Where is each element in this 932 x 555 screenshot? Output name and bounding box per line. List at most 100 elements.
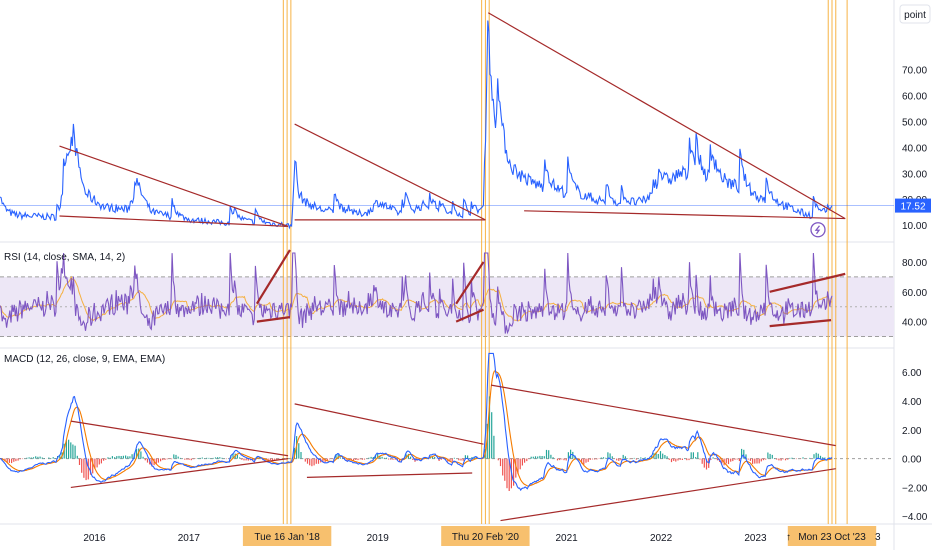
- macd-histogram-bar: [625, 456, 626, 458]
- macd-histogram-bar: [132, 454, 133, 458]
- macd-histogram-bar: [537, 457, 538, 459]
- macd-histogram-bar: [121, 456, 122, 459]
- trendline[interactable]: [295, 404, 484, 444]
- macd-histogram-bar: [816, 453, 817, 459]
- macd-histogram-bar: [546, 450, 547, 459]
- macd-histogram-bar: [167, 459, 168, 460]
- scale-mode-label[interactable]: point: [904, 10, 926, 21]
- macd-histogram-bar: [241, 459, 242, 460]
- macd-histogram-bar: [791, 458, 792, 459]
- macd-histogram-bar: [756, 459, 757, 464]
- macd-histogram-bar: [789, 458, 790, 459]
- macd-histogram-bar: [491, 412, 492, 458]
- lightning-alert-icon[interactable]: [811, 223, 825, 237]
- macd-histogram-bar: [783, 459, 784, 460]
- macd-histogram-bar: [355, 459, 356, 460]
- trendline[interactable]: [501, 469, 836, 521]
- macd-histogram-bar: [636, 459, 637, 460]
- macd-histogram-bar: [70, 442, 71, 458]
- macd-histogram-bar: [88, 459, 89, 480]
- macd-histogram-bar: [671, 459, 672, 463]
- trendline[interactable]: [59, 216, 288, 226]
- macd-histogram-bar: [583, 459, 584, 465]
- macd-histogram-bar: [314, 459, 315, 466]
- macd-histogram-bar: [392, 459, 393, 460]
- macd-histogram-bar: [357, 459, 358, 461]
- macd-histogram-bar: [386, 458, 387, 459]
- macd-histogram-bar: [730, 459, 731, 462]
- macd-histogram-bar: [662, 454, 663, 459]
- macd-histogram-bar: [311, 459, 312, 467]
- trendline[interactable]: [307, 473, 472, 477]
- macd-histogram-bar: [728, 459, 729, 465]
- macd-histogram-bar: [770, 454, 771, 459]
- macd-histogram-bar: [412, 459, 413, 460]
- macd-histogram-bar: [99, 459, 100, 465]
- macd-histogram-bar: [219, 457, 220, 458]
- macd-histogram-bar: [191, 459, 192, 461]
- macd-histogram-bar: [454, 458, 455, 459]
- trendline[interactable]: [71, 421, 288, 456]
- macd-histogram-bar: [79, 459, 80, 465]
- macd-histogram-bar: [81, 459, 82, 473]
- price-axis-tick-label: 40.00: [902, 143, 927, 154]
- macd-histogram-bar: [410, 457, 411, 459]
- macd-histogram-bar: [493, 436, 494, 459]
- price-axis-tick-label: 50.00: [902, 118, 927, 129]
- macd-histogram-bar: [206, 458, 207, 459]
- macd-histogram-bar: [691, 452, 692, 458]
- macd-title: MACD (12, 26, close, 9, EMA, EMA): [4, 354, 165, 365]
- time-axis-tick-label: 2021: [556, 533, 579, 544]
- macd-histogram-bar: [33, 457, 34, 458]
- macd-histogram-bar: [500, 459, 501, 467]
- macd-histogram-bar: [754, 459, 755, 464]
- macd-histogram-bar: [566, 459, 567, 461]
- macd-histogram-bar: [763, 459, 764, 461]
- date-tag-label: Tue 16 Jan '18: [254, 532, 320, 543]
- macd-histogram-bar: [147, 459, 148, 463]
- macd-histogram-bar: [498, 459, 499, 461]
- time-axis-edge-arrow: ↑: [786, 532, 791, 543]
- macd-histogram-bar: [667, 456, 668, 458]
- macd-histogram-bar: [522, 459, 523, 466]
- macd-histogram-bar: [83, 459, 84, 478]
- macd-histogram-bar: [594, 459, 595, 460]
- macd-histogram-bar: [243, 459, 244, 461]
- macd-histogram-bar: [160, 459, 161, 462]
- macd-histogram-bar: [563, 459, 564, 461]
- macd-histogram-bar: [559, 459, 560, 461]
- macd-histogram-bar: [441, 459, 442, 460]
- macd-axis-tick-label: 2.00: [902, 426, 922, 437]
- macd-histogram-bar: [114, 457, 115, 458]
- macd-histogram-bar: [340, 458, 341, 459]
- macd-histogram-bar: [460, 459, 461, 461]
- macd-axis-tick-label: 4.00: [902, 397, 922, 408]
- macd-histogram-bar: [29, 457, 30, 458]
- macd-histogram-bar: [634, 458, 635, 459]
- macd-histogram-bar: [68, 440, 69, 459]
- macd-histogram-bar: [732, 459, 733, 462]
- macd-histogram-bar: [592, 459, 593, 460]
- macd-histogram-bar: [364, 459, 365, 460]
- trendline-drawings[interactable]: [59, 13, 845, 521]
- macd-histogram-bar: [603, 457, 604, 458]
- macd-histogram-bar: [796, 459, 797, 460]
- trendline[interactable]: [59, 146, 288, 226]
- macd-histogram-bar: [673, 459, 674, 461]
- macd-histogram-bar: [180, 458, 181, 459]
- macd-histogram-bar: [13, 459, 14, 462]
- rsi-title: RSI (14, close, SMA, 14, 2): [4, 252, 125, 263]
- macd-histogram-bar: [211, 458, 212, 459]
- trendline[interactable]: [491, 385, 836, 446]
- macd-histogram-bar: [550, 455, 551, 459]
- price-series-line: [0, 21, 832, 228]
- macd-histogram-bar: [143, 457, 144, 459]
- macd-histogram-bar: [557, 459, 558, 461]
- macd-histogram-bar: [270, 459, 271, 461]
- time-axis-tick-label: 2016: [83, 533, 106, 544]
- macd-histogram-bar: [585, 459, 586, 463]
- time-axis-edge-digit: 3: [875, 532, 881, 543]
- macd-histogram-bar: [822, 457, 823, 458]
- macd-histogram-bar: [31, 458, 32, 459]
